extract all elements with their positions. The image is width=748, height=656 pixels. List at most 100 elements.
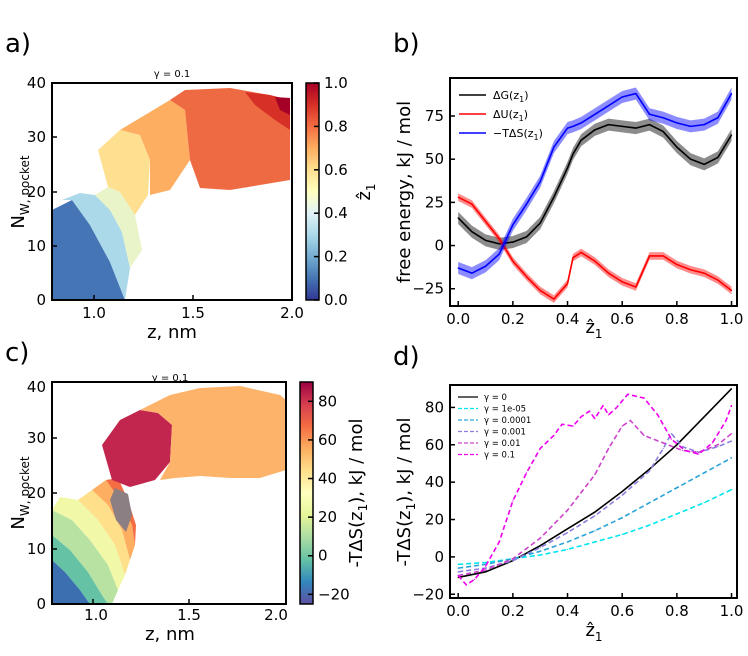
data-point [607,272,610,274]
panel-b-label: b) [393,29,420,59]
panel-c-colorbar-gradient [299,381,314,605]
data-point [730,489,733,491]
data-point [676,122,678,124]
data-point [594,474,596,476]
data-point [566,282,569,285]
panel-c-label: c) [5,338,29,368]
region-level--20 [52,560,90,604]
data-point [689,125,692,127]
data-point [588,410,591,412]
data-point [730,289,733,292]
panel-a-colorbar: 0.0 0.2 0.4 0.6 0.8 1.0 ẑ1 [305,74,378,309]
data-point [572,125,574,127]
data-point [662,447,664,450]
x-tick-label: 0.6 [610,602,634,620]
data-point [572,425,574,427]
data-point [703,502,705,504]
panel-d: d) 0.0 0.2 0.4 0.6 0.8 1.0 −20 0 20 40 60 80 ẑ1 -TΔ… [393,342,743,644]
x-tick-label: 1.5 [181,304,205,322]
data-point [566,127,569,129]
data-point [572,257,574,259]
colorbar-tick-label: 1.0 [324,74,348,92]
colorbar-tick-label: 0.6 [324,161,348,179]
x-tick-label: 2.0 [264,606,288,624]
data-point [681,449,683,451]
data-point [484,220,487,222]
data-point [621,490,623,493]
data-point [539,447,541,450]
colorbar-tick-label: 60 [318,431,337,449]
data-point [730,92,733,95]
data-point [580,139,582,141]
data-point [484,565,487,567]
series-line [457,123,733,245]
panel-d-label: d) [393,342,420,372]
data-point [539,222,541,224]
region-level-0.8 [170,88,290,190]
data-point [643,434,645,437]
data-point [607,447,610,450]
data-point [703,124,705,126]
x-tick-label: 1.0 [82,304,106,322]
panel-b-plot-area [457,87,733,303]
data-point [512,224,514,226]
panel-a: a) γ = 0.1 1.0 1.5 2.0 0 [5,29,378,343]
data-point [594,530,596,532]
data-point [730,388,733,390]
data-point [662,117,664,119]
data-point [525,236,528,238]
panel-b-legend: ΔG(z1) ΔU(z1) −TΔS(z1) [459,89,543,142]
data-point [670,438,673,440]
legend-entry: γ = 0.0001 [484,416,531,426]
y-tick-label: 40 [425,473,444,491]
data-point [717,444,719,446]
x-tick-label: 0.4 [556,310,580,328]
y-tick-label: 80 [425,398,444,416]
data-point [657,414,659,416]
data-point [580,251,582,254]
y-tick-label: 20 [27,484,46,502]
region-level-0.1 [52,200,125,300]
region-level-60-upper [140,386,286,480]
region-level-1.0 [275,97,290,115]
series-line [457,196,733,300]
data-point [465,584,467,586]
data-point [717,446,719,448]
data-point [457,267,459,269]
panel-a-colorbar-gradient [305,82,320,301]
panel-c-y-ticks: 0 10 20 30 40 [27,378,57,613]
data-point [512,260,514,262]
data-point [580,416,582,418]
data-point [643,397,645,399]
panel-a-x-ticks: 1.0 1.5 2.0 [82,295,304,322]
data-point [498,238,500,240]
colorbar-tick-label: 40 [318,470,337,488]
data-point [648,470,651,472]
panel-d-plot-area [457,388,733,586]
data-point [621,281,623,283]
data-point [566,509,569,511]
data-point [662,442,664,444]
data-point [594,129,596,131]
data-point [471,203,473,205]
series-band [458,118,732,250]
data-point [561,423,563,425]
data-point [566,541,569,543]
region-level-35 [52,497,125,590]
y-tick-label: 10 [27,237,46,255]
data-point [717,117,719,119]
data-point [580,122,582,124]
data-point [607,414,610,416]
data-point [484,239,487,241]
data-point [616,406,618,409]
data-point [621,96,623,98]
data-point [662,255,664,257]
data-point [676,263,678,266]
colorbar-tick-label: 0 [318,547,328,565]
panel-c-colorbar-ticks: −20 0 20 40 60 80 [308,392,350,603]
data-point [635,286,637,288]
y-tick-label: 30 [27,429,46,447]
legend-entry: ΔU(z1) [493,108,528,123]
